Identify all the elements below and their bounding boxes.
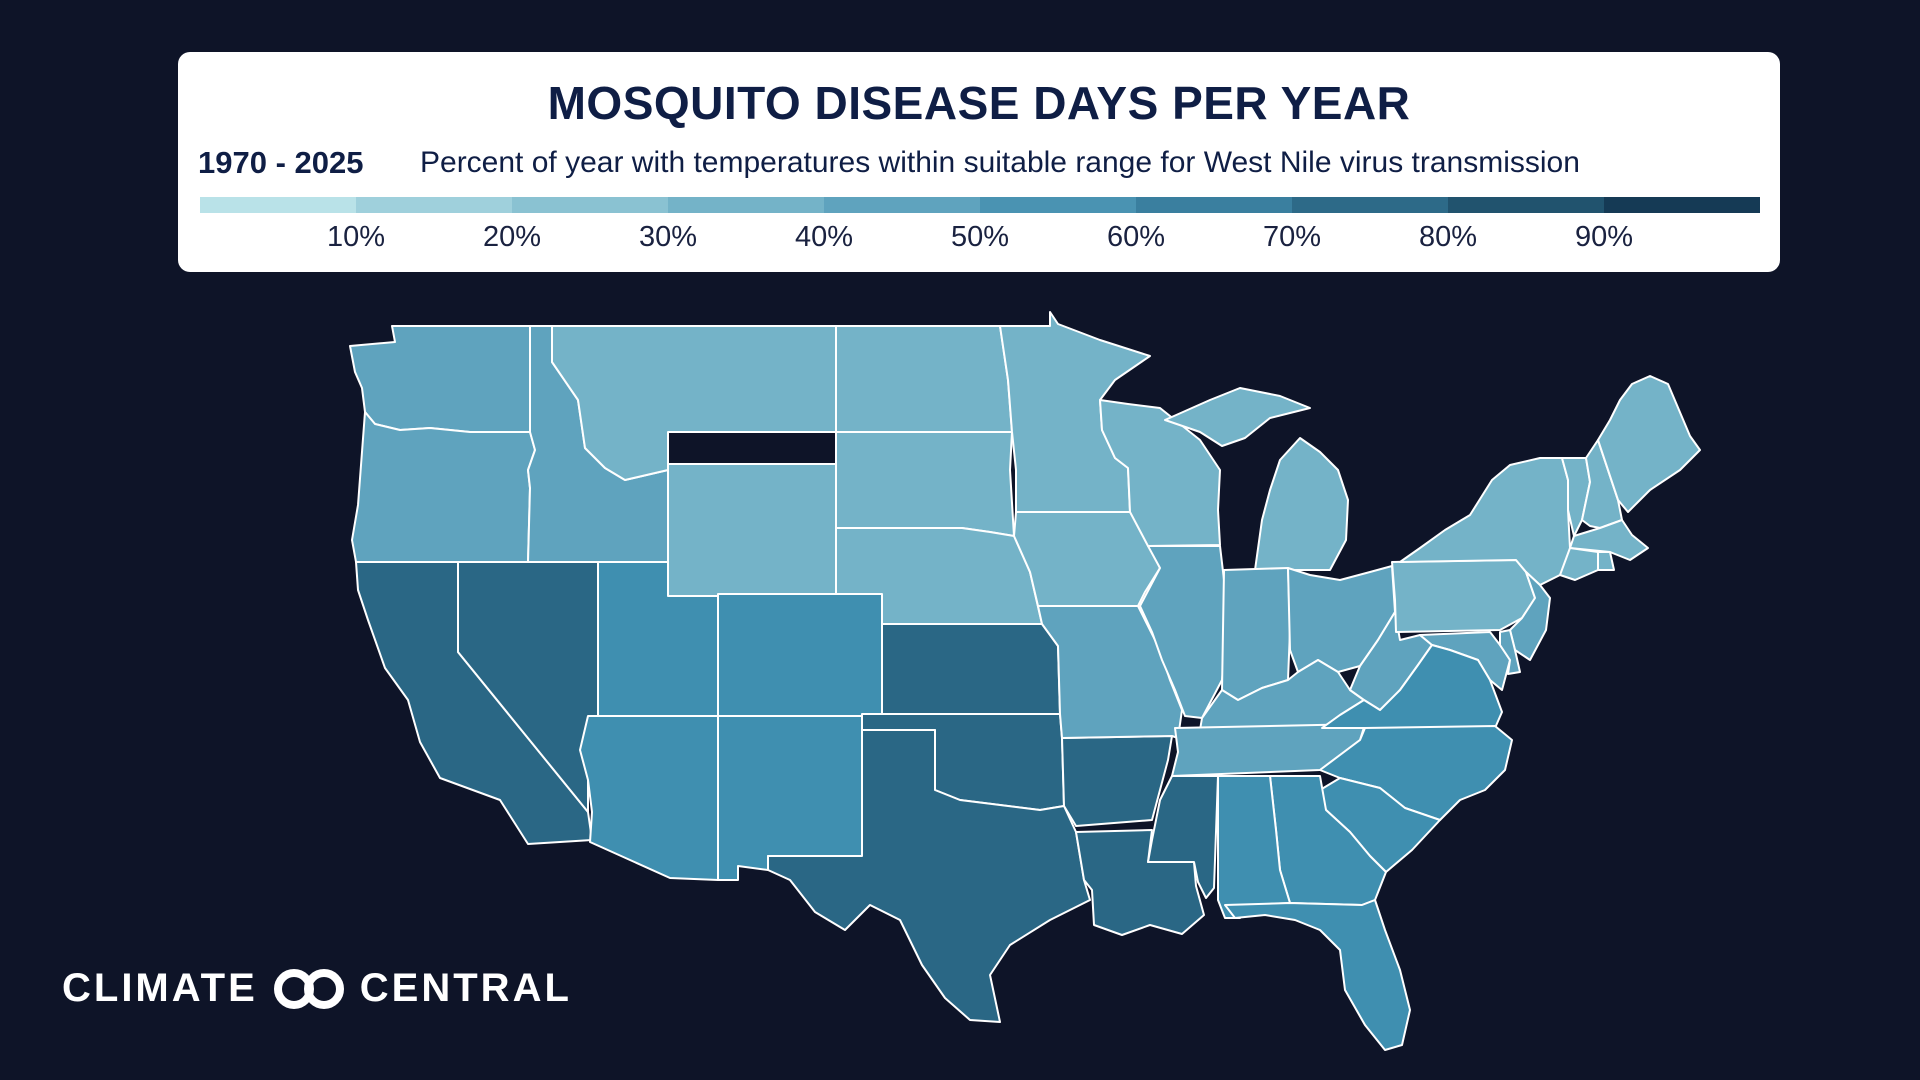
scale-label: 50% (950, 221, 1010, 253)
state-arkansas (1061, 735, 1173, 827)
year-range: 1970 - 2025 (198, 145, 364, 180)
scale-swatch (200, 197, 356, 213)
state-south-dakota (835, 431, 1015, 537)
scale-swatch (356, 197, 512, 213)
interlocking-rings-icon (273, 968, 344, 1009)
state-mississippi (1147, 775, 1219, 899)
scale-swatch (980, 197, 1136, 213)
scale-swatch (824, 197, 980, 213)
scale-swatch (1448, 197, 1604, 213)
scale-swatch (1604, 197, 1760, 213)
logo-text-right: CENTRAL (359, 966, 572, 1010)
scale-label: 60% (1106, 221, 1166, 253)
state-maine (1597, 375, 1701, 513)
state-new-jersey (1509, 571, 1551, 661)
state-montana (551, 325, 837, 481)
color-scale-labels: 10% 20% 30% 40% 50% 60% 70% 80% 90% (200, 221, 1760, 261)
scale-label: 20% (482, 221, 542, 253)
state-delaware (1499, 629, 1521, 675)
state-virginia (1321, 644, 1503, 729)
state-north-dakota (835, 325, 1013, 433)
state-rhode-island (1597, 551, 1615, 571)
state-indiana (1221, 567, 1291, 701)
state-colorado (717, 593, 883, 717)
state-washington (349, 325, 531, 433)
logo-text-left: CLIMATE (62, 966, 258, 1010)
state-texas (767, 729, 1091, 1023)
climate-central-logo: CLIMATE CENTRAL (62, 966, 572, 1011)
state-massachusetts (1569, 519, 1649, 561)
scale-label: 90% (1574, 221, 1634, 253)
scale-label: 80% (1418, 221, 1478, 253)
state-florida (1224, 899, 1411, 1051)
state-pennsylvania (1391, 559, 1536, 633)
state-kansas (881, 623, 1061, 715)
subtitle: Percent of year with temperatures within… (420, 146, 1580, 179)
state-wyoming (667, 463, 837, 597)
state-oregon (351, 411, 536, 563)
scale-swatch (1292, 197, 1448, 213)
scale-swatch (1136, 197, 1292, 213)
state-arizona (579, 715, 719, 881)
header-panel: MOSQUITO DISEASE DAYS PER YEAR 1970 - 20… (178, 52, 1780, 272)
scale-swatch (668, 197, 824, 213)
scale-label: 10% (326, 221, 386, 253)
color-scale-bar (200, 197, 1760, 213)
scale-label: 70% (1262, 221, 1322, 253)
scale-label: 30% (638, 221, 698, 253)
scale-label: 40% (794, 221, 854, 253)
page-title: MOSQUITO DISEASE DAYS PER YEAR (547, 77, 1411, 129)
state-michigan (1164, 387, 1349, 571)
scale-swatch (512, 197, 668, 213)
